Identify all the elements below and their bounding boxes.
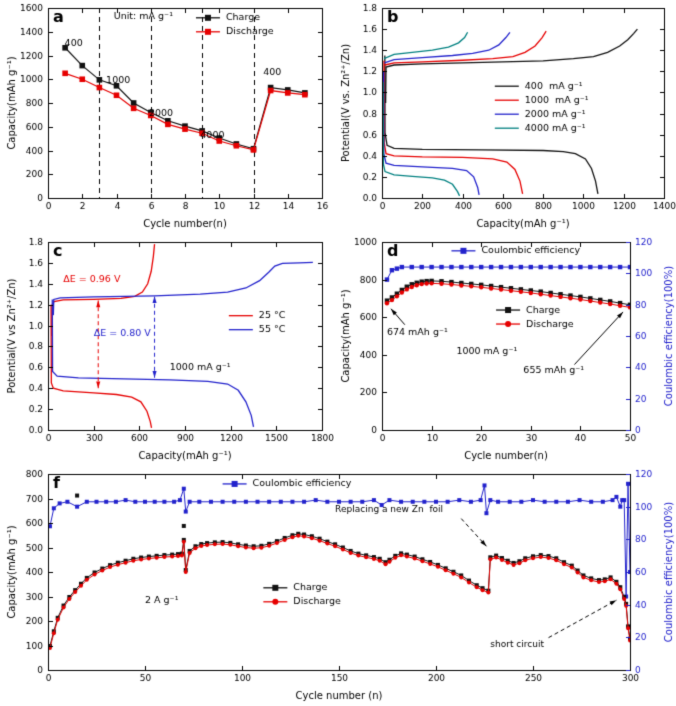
- panel-d-cycling-stability-chart: [334, 234, 676, 466]
- panel-c-temperature-voltage-chart: [0, 234, 334, 466]
- panel-a-rate-capability-chart: [0, 0, 334, 234]
- panel-f-long-term-cycling-chart: [0, 466, 676, 706]
- panel-b-voltage-profile-chart: [334, 0, 676, 234]
